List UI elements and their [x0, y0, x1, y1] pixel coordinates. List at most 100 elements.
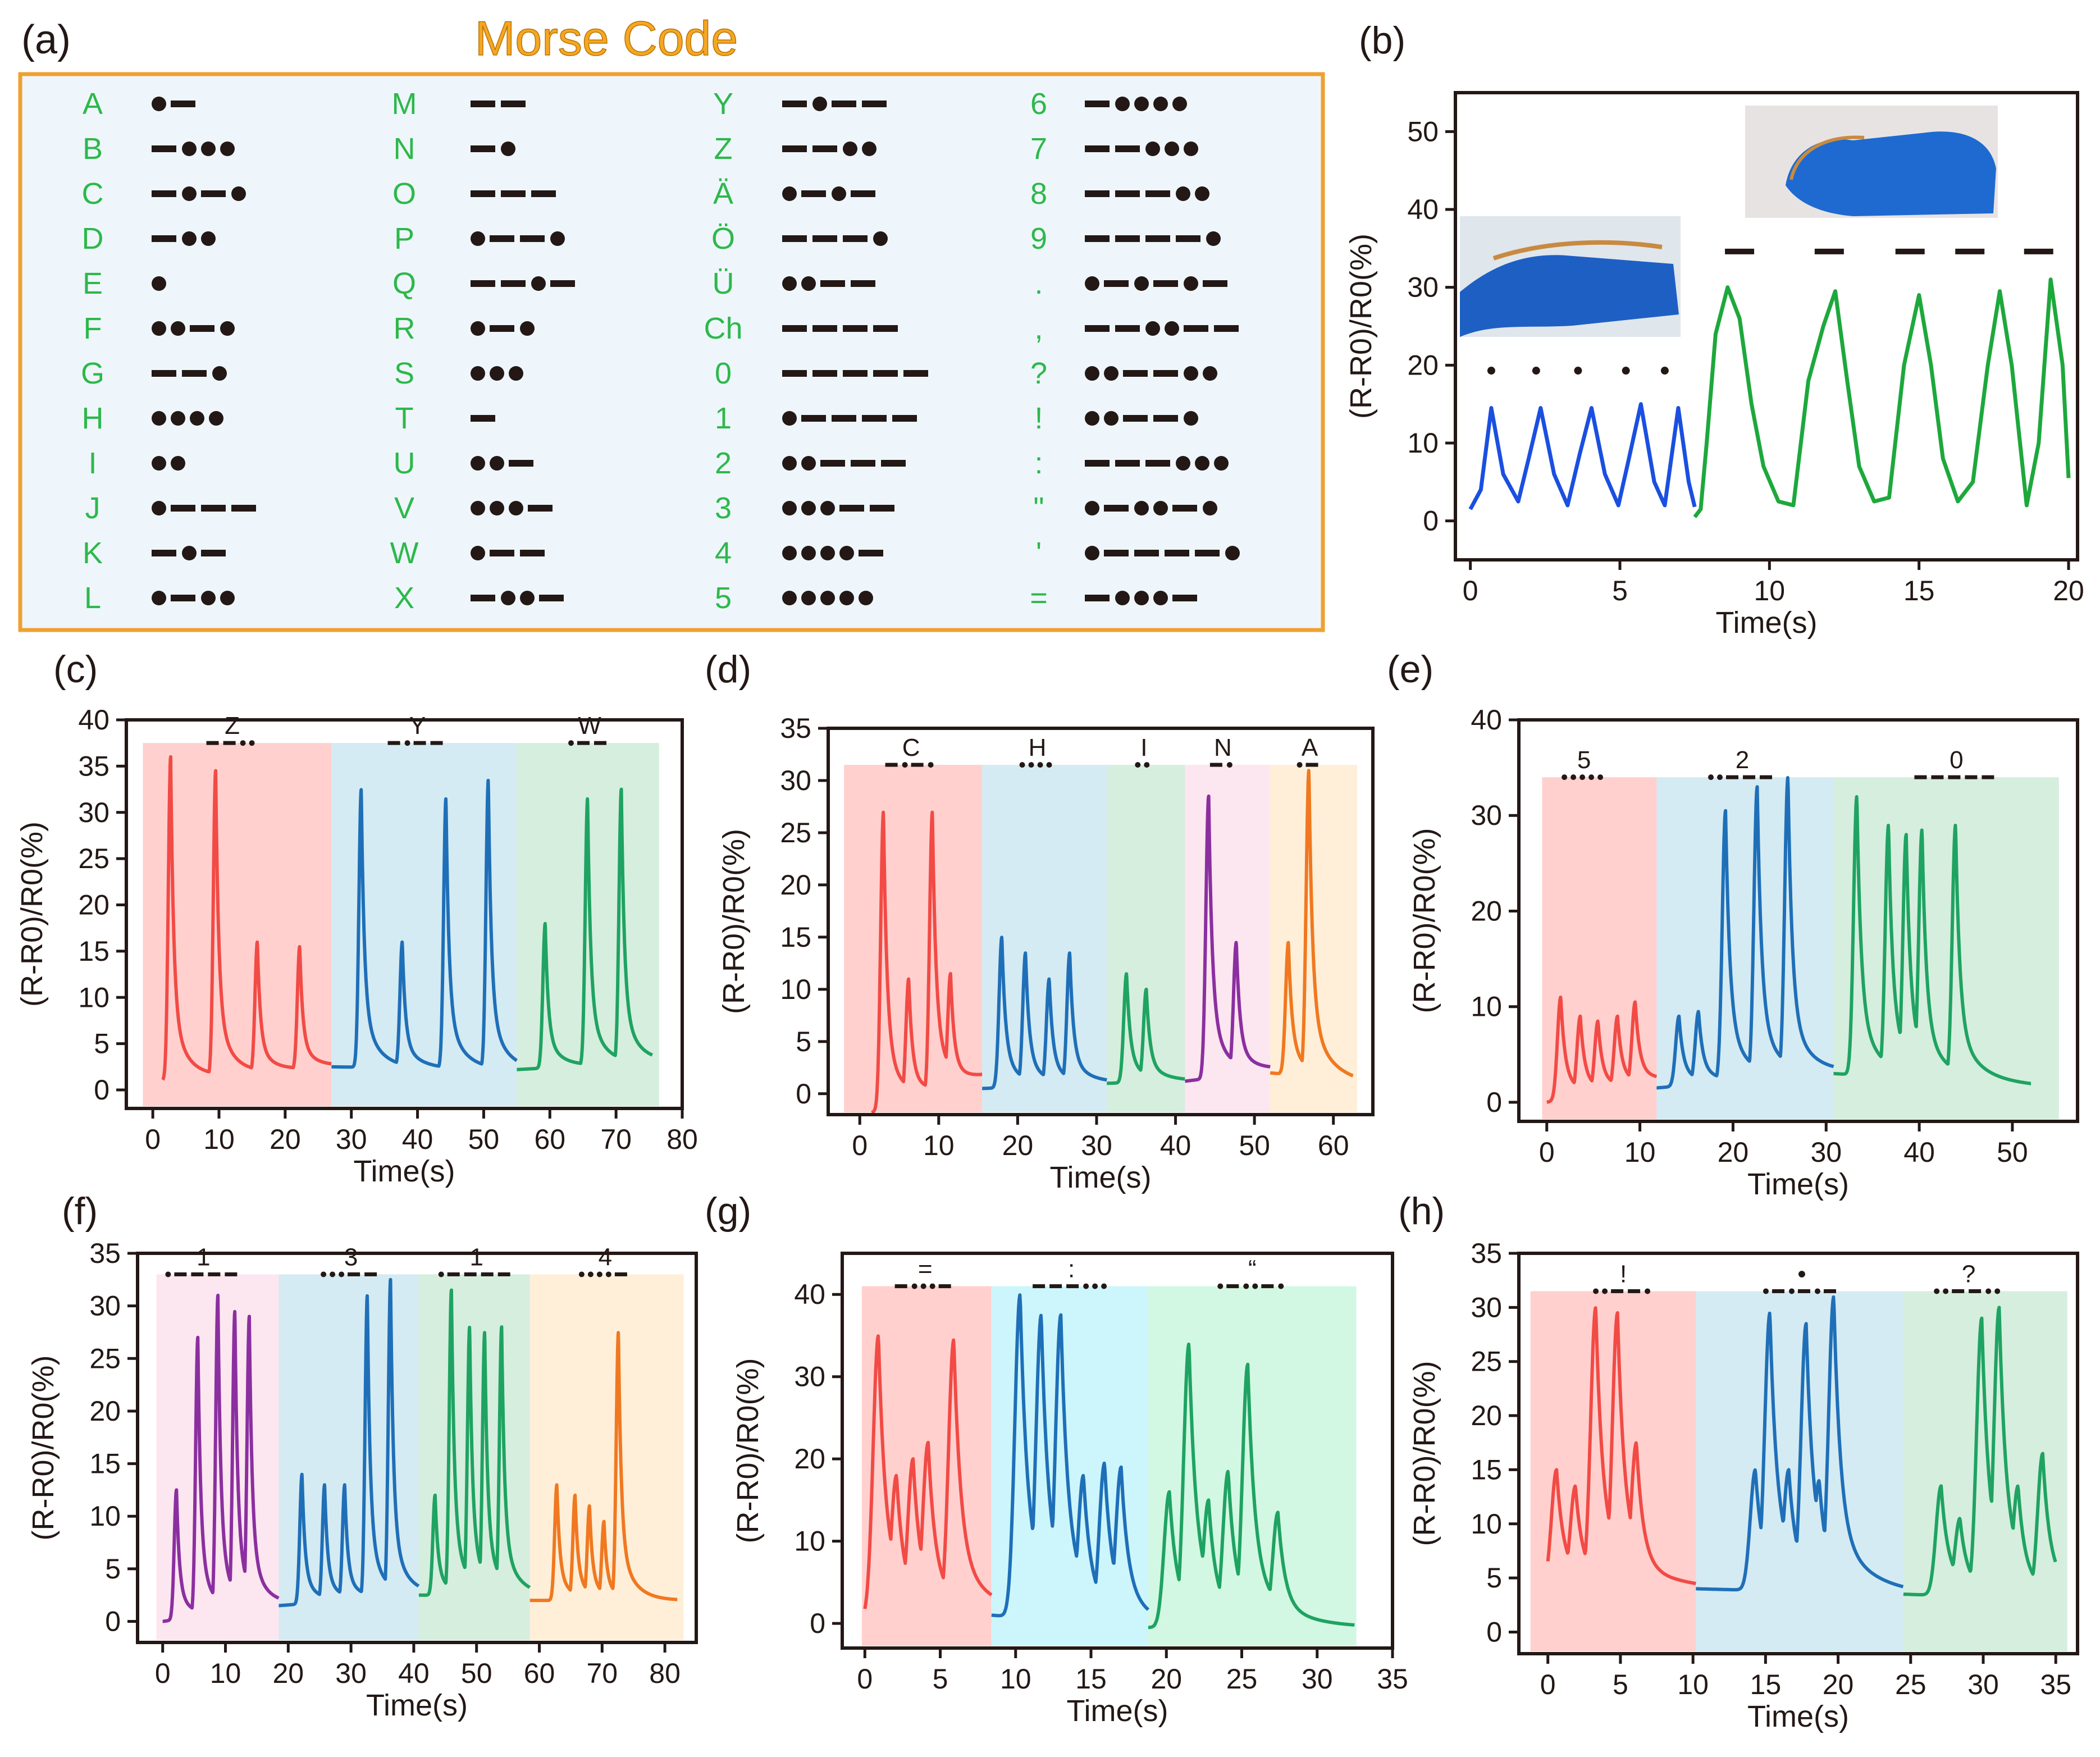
y-tick-label: 0 — [796, 1078, 811, 1110]
letter-label: 1 — [197, 1243, 210, 1271]
plot-frame — [827, 727, 1375, 1116]
letter-label: “ — [1248, 1256, 1257, 1283]
morse-dash — [1743, 775, 1755, 779]
morse-dot — [531, 276, 546, 291]
y-tick-label: 50 — [1407, 116, 1439, 147]
morse-dash — [225, 1272, 238, 1276]
y-tick-label: 40 — [1471, 704, 1502, 736]
morse-dot — [231, 186, 246, 201]
plot-frame — [1517, 1252, 2079, 1655]
morse-dash — [851, 460, 875, 467]
morse-dash — [885, 763, 898, 767]
letter-label: 3 — [344, 1243, 358, 1271]
morse-dot — [152, 456, 166, 471]
charts-group: (b)0 5 10 15 2001020304050Time(s)(R-R0)/R0(%… — [15, 19, 2084, 1733]
x-axis-label: Time(s) — [1747, 1167, 1849, 1201]
morse-dot — [1226, 762, 1232, 768]
morse-code-symbols — [782, 276, 875, 291]
morse-letter: = — [1030, 581, 1048, 615]
chart-f: (f)1 3 1 40 10 20 30 40 50 60 70 8005101520253035Ti… — [26, 1190, 698, 1722]
morse-dot — [801, 591, 816, 605]
panel-label: (f) — [62, 1190, 98, 1233]
morse-dash — [2024, 248, 2053, 254]
morse-dot — [182, 142, 197, 156]
morse-dash — [1165, 550, 1189, 556]
morse-dash — [471, 101, 495, 107]
morse-dash — [201, 190, 226, 197]
morse-letter: C — [82, 177, 104, 211]
morse-dash — [782, 235, 807, 242]
morse-letter: M — [392, 87, 417, 121]
x-tick-label: 15 — [1903, 575, 1935, 606]
y-tick-label: 15 — [1471, 1454, 1502, 1485]
morse-code-symbols — [471, 101, 526, 107]
morse-letter: , — [1034, 312, 1043, 345]
y-tick-label: 20 — [1471, 1400, 1502, 1431]
letter-band — [1833, 777, 2059, 1119]
morse-dash — [1104, 280, 1129, 287]
morse-dash — [539, 595, 564, 601]
morse-dash — [881, 460, 906, 467]
glove-photo-straight — [1745, 106, 1998, 218]
morse-dash — [520, 550, 545, 556]
letter-label: Z — [225, 712, 240, 740]
panel-label: (c) — [53, 648, 98, 691]
y-tick-label: 0 — [1423, 505, 1439, 537]
morse-dash — [364, 1272, 377, 1276]
morse-dot — [520, 591, 535, 605]
morse-dash — [501, 280, 526, 287]
morse-dot — [820, 591, 835, 605]
morse-dot — [1176, 186, 1190, 201]
morse-code-symbols — [1085, 366, 1217, 381]
chart-g: (g) =: “ 0 5 10 15 20 25 30 35 0 10 20 30 40 Time(s) (R-R… — [705, 1190, 1408, 1728]
morse-dot — [782, 456, 797, 471]
morse-dot — [550, 231, 565, 246]
morse-letter: S — [394, 357, 414, 390]
morse-dash — [1153, 370, 1178, 377]
morse-code-symbols — [471, 415, 495, 422]
letter-label: : — [1068, 1256, 1075, 1283]
morse-letter: 8 — [1030, 177, 1047, 211]
letter-label: = — [918, 1256, 933, 1283]
x-tick-label: 0 — [1463, 575, 1478, 606]
y-tick-label: 35 — [780, 713, 811, 744]
morse-dot — [782, 546, 797, 560]
plot-frame — [125, 718, 684, 1110]
x-tick-label: 15 — [1075, 1663, 1107, 1695]
morse-letter: K — [83, 536, 103, 570]
signal-line — [1468, 402, 1697, 510]
morse-letter: F — [84, 312, 102, 345]
y-tick-label: 10 — [1471, 991, 1502, 1023]
morse-code-symbols — [152, 231, 216, 246]
morse-dot — [1184, 276, 1198, 291]
morse-dash — [490, 235, 514, 242]
morse-dot — [240, 740, 246, 746]
morse-dash — [471, 595, 495, 601]
morse-dash — [832, 101, 856, 107]
morse-code-symbols — [782, 456, 906, 471]
morse-letter: O — [392, 177, 416, 211]
morse-dot — [220, 321, 235, 336]
morse-dot — [782, 411, 797, 426]
morse-dot — [1763, 1288, 1769, 1294]
morse-dot — [1934, 1288, 1940, 1294]
y-tick-label: 30 — [794, 1361, 825, 1393]
x-tick-label: 30 — [335, 1658, 367, 1689]
x-tick-label: 30 — [1810, 1137, 1842, 1168]
morse-dot — [782, 501, 797, 515]
morse-dash — [812, 235, 837, 242]
morse-dot — [182, 186, 197, 201]
morse-dot — [1134, 501, 1149, 515]
signal-line — [1545, 996, 1658, 1104]
morse-dash — [812, 325, 837, 332]
x-tick-label: 5 — [933, 1663, 948, 1695]
letter-label: ! — [1620, 1260, 1627, 1288]
y-tick-label: 40 — [78, 704, 109, 736]
morse-dot — [1252, 1283, 1258, 1289]
morse-dot — [1994, 1288, 2001, 1294]
morse-dash — [1085, 235, 1110, 242]
morse-dot — [920, 1283, 926, 1289]
morse-dash — [862, 101, 887, 107]
morse-dot — [839, 591, 854, 605]
x-axis-label: Time(s) — [1747, 1700, 1849, 1733]
